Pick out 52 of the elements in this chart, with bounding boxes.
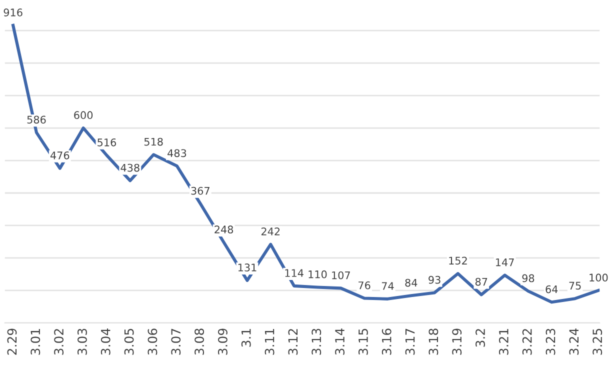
data-label: 438 <box>120 164 140 172</box>
data-label: 152 <box>449 256 467 265</box>
x-tick-label: 3.09 <box>218 328 228 355</box>
data-label: 98 <box>522 274 534 282</box>
x-tick-label: 3.01 <box>30 328 40 355</box>
x-tick-label: 3.12 <box>288 329 298 355</box>
x-tick-label: 3.16 <box>382 328 392 355</box>
x-tick-label: 3.25 <box>592 328 602 355</box>
data-label: 100 <box>590 274 608 282</box>
x-tick-label: 3.06 <box>148 328 158 355</box>
data-label: 600 <box>74 111 93 120</box>
data-label: 367 <box>191 186 210 195</box>
data-label: 74 <box>382 282 394 290</box>
data-label: 64 <box>546 285 558 294</box>
x-tick-label: 3.22 <box>522 329 532 355</box>
data-label: 110 <box>308 270 327 278</box>
data-label: 248 <box>214 226 234 234</box>
x-tick-label: 3.24 <box>569 328 579 355</box>
x-tick-label: 3.18 <box>428 328 438 355</box>
x-tick-label: 3.2 <box>476 329 486 347</box>
x-tick-label: 3.14 <box>335 328 345 355</box>
data-label: 147 <box>496 258 514 266</box>
data-label: 93 <box>428 276 440 284</box>
x-tick-label: 3.05 <box>124 328 134 355</box>
x-tick-label: 3.04 <box>100 328 110 355</box>
data-label: 518 <box>144 138 163 146</box>
x-tick-label: 3.11 <box>264 328 274 355</box>
data-label: 916 <box>4 8 22 16</box>
data-label: 114 <box>285 269 304 277</box>
data-label: 76 <box>358 281 370 290</box>
x-tick-label: 3.02 <box>54 329 64 355</box>
data-label: 87 <box>475 278 488 286</box>
data-label: 131 <box>238 264 256 272</box>
x-tick-label: 3.08 <box>194 328 204 355</box>
data-label: 483 <box>168 149 186 158</box>
x-tick-label: 2.29 <box>7 328 17 355</box>
x-tick-label: 3.23 <box>546 328 556 355</box>
data-label: 516 <box>98 138 116 146</box>
data-label: 75 <box>569 282 581 290</box>
x-tick-label: 3.17 <box>405 328 415 355</box>
data-label: 84 <box>405 278 418 287</box>
data-label: 242 <box>261 227 280 236</box>
data-label: 476 <box>50 151 70 160</box>
x-tick-label: 3.13 <box>312 328 322 355</box>
x-tick-label: 3.03 <box>77 328 87 355</box>
data-label: 586 <box>27 116 46 124</box>
data-label: 107 <box>332 271 350 280</box>
x-tick-label: 3.1 <box>241 328 251 347</box>
x-tick-label: 3.21 <box>498 328 508 355</box>
x-tick-label: 3.15 <box>358 328 368 355</box>
x-tick-label: 3.07 <box>171 328 181 355</box>
x-tick-label: 3.19 <box>452 328 462 355</box>
